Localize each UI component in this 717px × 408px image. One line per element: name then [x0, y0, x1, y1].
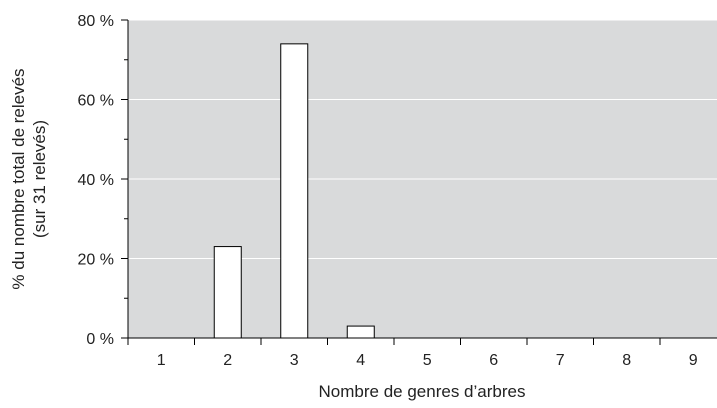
- y-tick-label: 40 %: [78, 172, 114, 189]
- y-tick-label: 20 %: [78, 252, 114, 269]
- x-ticks: 1 2 3 4 5 6 7 8 9: [127, 338, 698, 369]
- y-tick-label: 60 %: [78, 93, 114, 110]
- bar-2: [213, 246, 242, 339]
- x-tick-label: 8: [622, 352, 631, 369]
- x-tick-label: 1: [157, 352, 166, 369]
- x-axis-title: Nombre de genres d’arbres: [319, 382, 526, 401]
- x-tick-label: 9: [689, 352, 698, 369]
- bar-4: [346, 325, 375, 339]
- y-ticks: 0 % 20 % 40 % 60 % 80 %: [78, 13, 128, 348]
- y-axis-title-line-1: % du nombre total de relevés: [9, 68, 28, 289]
- x-tick-label: 6: [489, 352, 498, 369]
- y-tick-label: 80 %: [78, 13, 114, 30]
- x-tick-label: 7: [556, 352, 565, 369]
- bar-3: [280, 43, 309, 339]
- x-tick-label: 2: [223, 352, 232, 369]
- y-tick-label: 0 %: [86, 331, 114, 348]
- x-tick-label: 5: [423, 352, 432, 369]
- x-tick-label: 3: [290, 352, 299, 369]
- y-axis-title-line-2: (sur 31 relevés): [30, 120, 49, 238]
- x-tick-label: 4: [356, 352, 365, 369]
